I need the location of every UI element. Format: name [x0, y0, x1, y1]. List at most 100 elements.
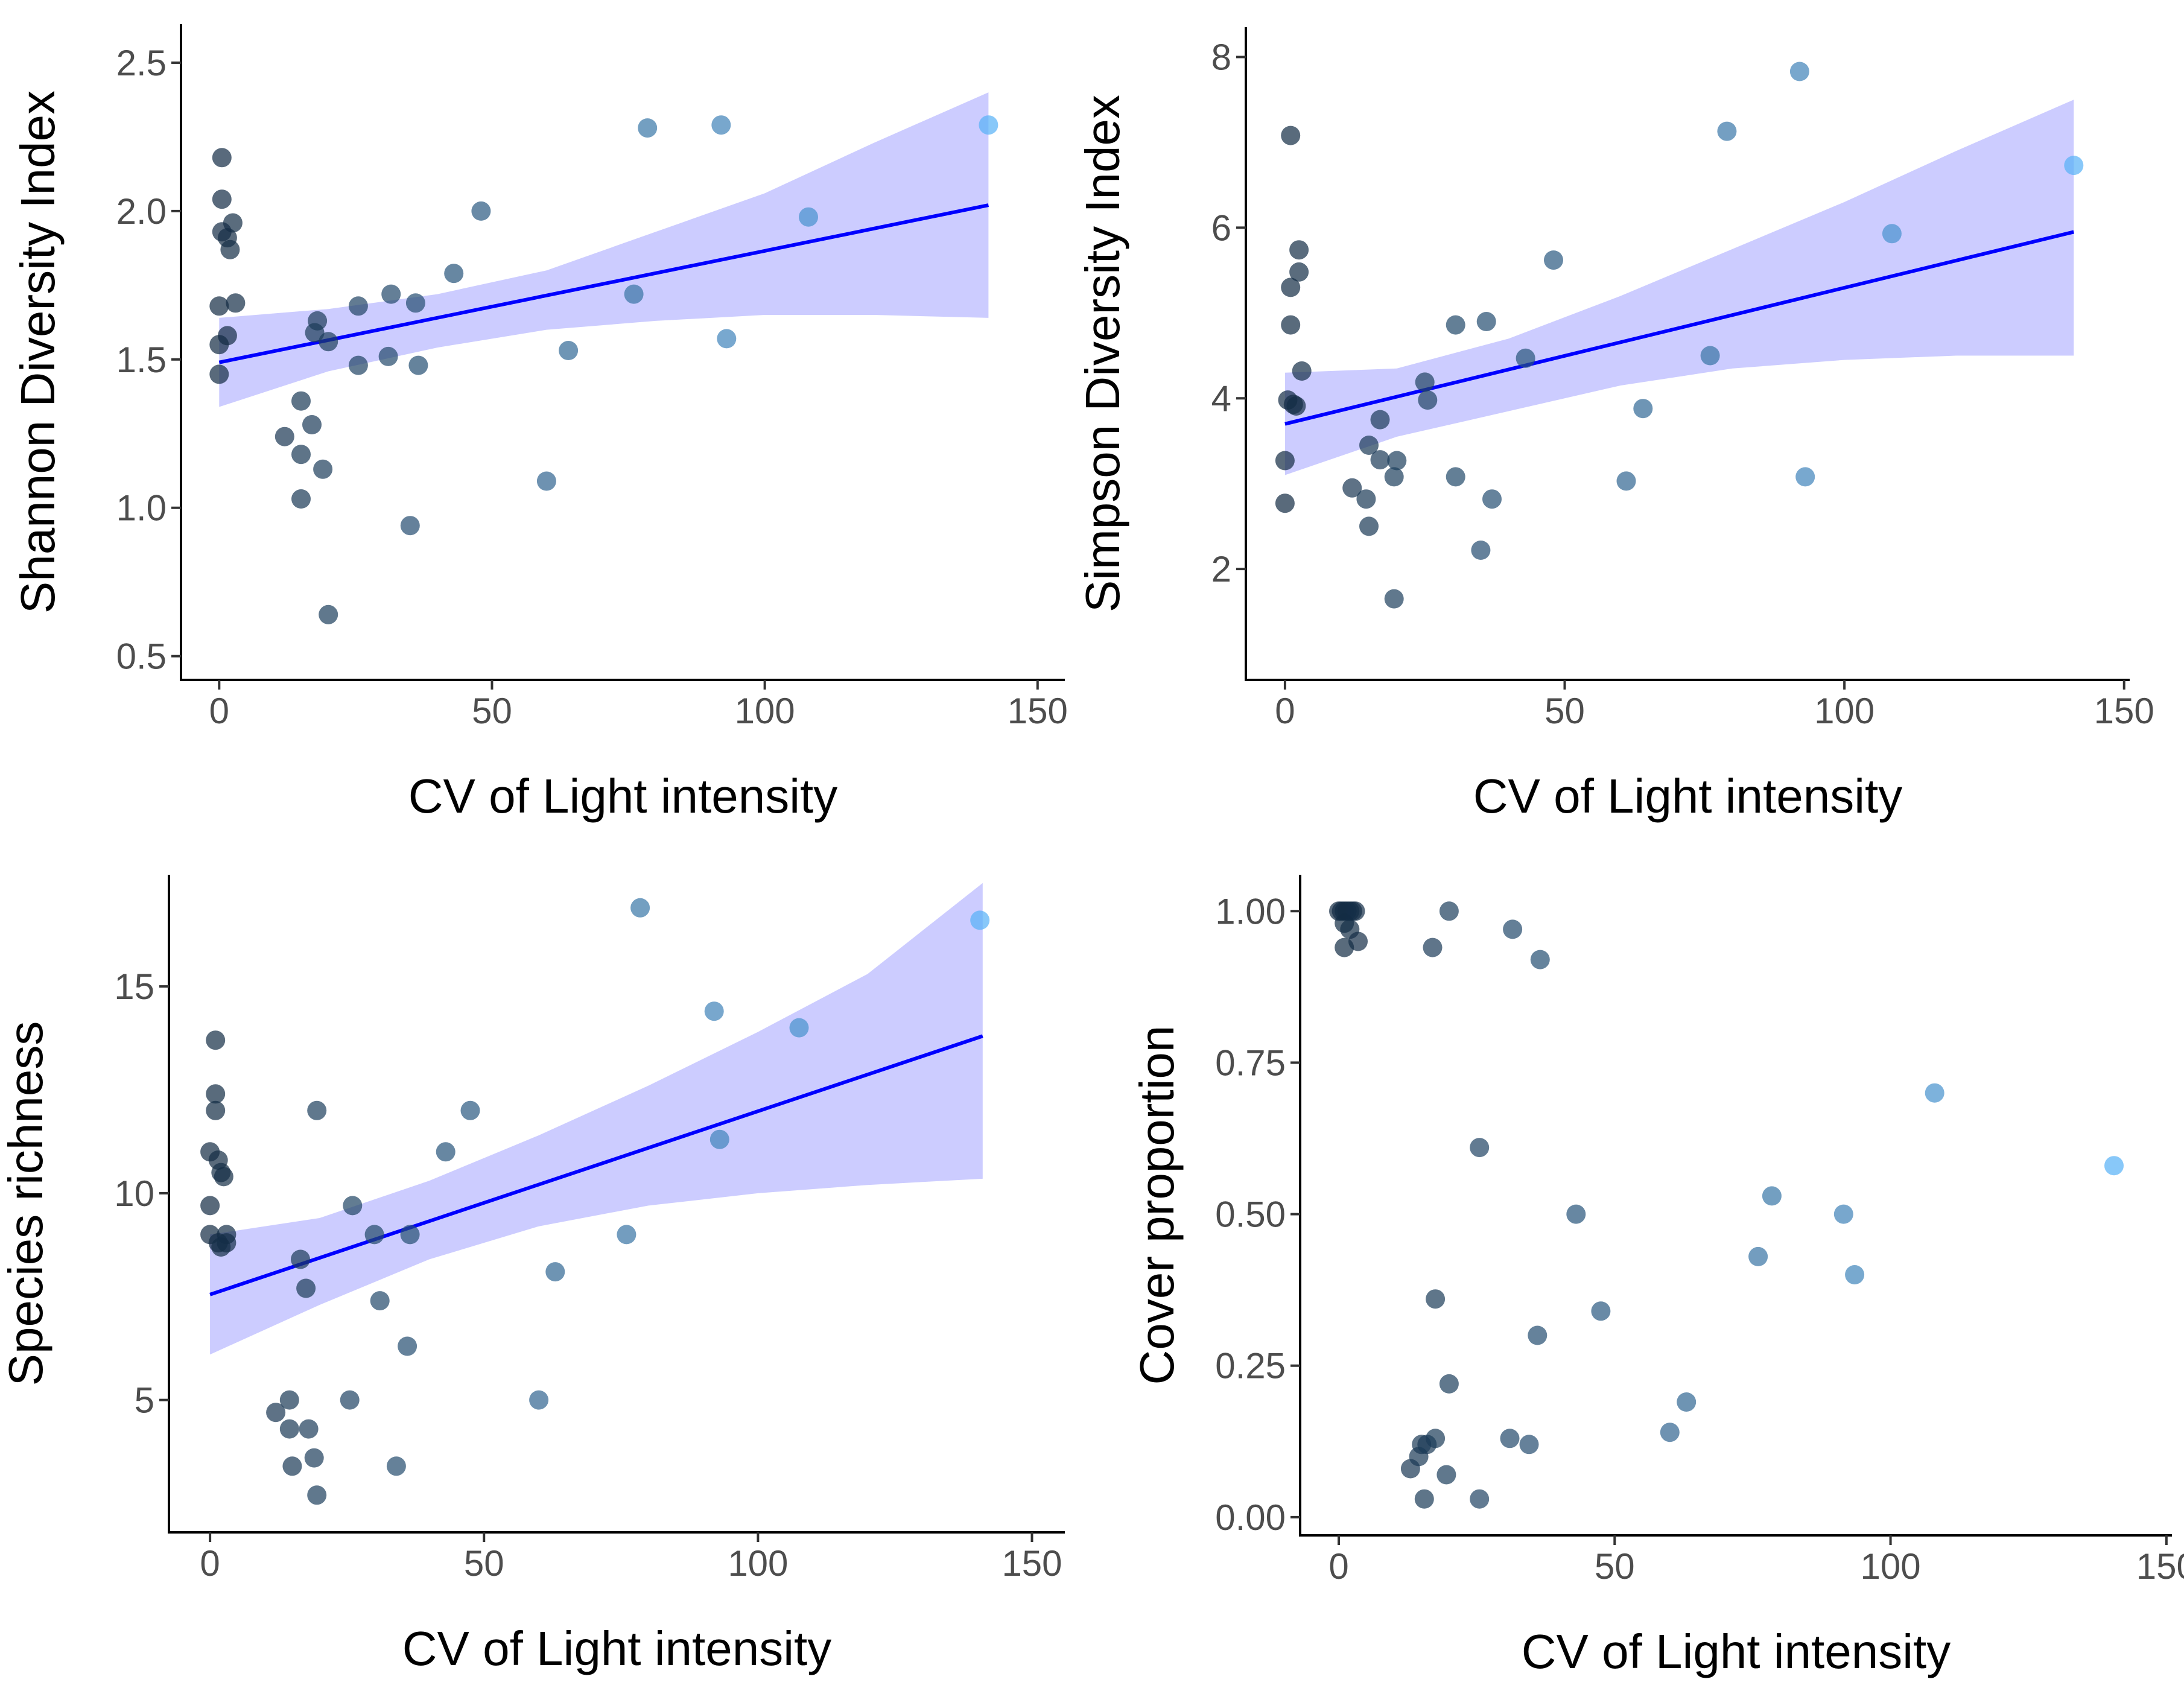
x-tick-label: 100: [1814, 691, 1874, 731]
data-point: [711, 115, 731, 135]
data-point: [275, 427, 294, 446]
data-point: [638, 118, 658, 138]
data-point: [1500, 1429, 1520, 1448]
y-tick-label: 4: [1211, 378, 1231, 419]
data-point: [1439, 1374, 1459, 1394]
data-point: [970, 910, 990, 930]
data-point: [206, 1084, 226, 1104]
data-point: [305, 323, 325, 343]
data-point: [1423, 938, 1443, 957]
data-point: [291, 1249, 310, 1269]
data-point: [1471, 541, 1491, 560]
x-tick-label: 0: [1328, 1546, 1348, 1587]
data-point: [1414, 1489, 1434, 1509]
x-axis-ticks: 0 50 100 150: [1328, 1535, 2184, 1587]
data-point: [212, 148, 232, 168]
x-axis-ticks: 0 50 100 150: [1275, 680, 2154, 731]
data-point: [1762, 1186, 1782, 1206]
y-axis-title: Shannon Diversity Index: [11, 90, 65, 614]
data-point: [1387, 451, 1407, 471]
data-point: [1470, 1489, 1490, 1509]
data-point: [1544, 250, 1563, 270]
data-point: [1289, 240, 1309, 260]
data-point: [400, 1225, 420, 1245]
data-point: [1426, 1289, 1446, 1309]
data-point: [536, 471, 556, 491]
data-point: [1359, 516, 1379, 536]
data-point: [307, 1100, 327, 1120]
data-point: [1342, 478, 1362, 498]
data-point: [408, 355, 428, 375]
data-point: [529, 1390, 549, 1410]
data-point: [1281, 315, 1301, 335]
data-point: [226, 293, 246, 313]
y-tick-label: 8: [1211, 37, 1231, 78]
x-tick-label: 100: [1861, 1546, 1921, 1587]
data-point: [348, 296, 368, 316]
data-point: [1925, 1083, 1944, 1103]
y-tick-label: 10: [114, 1173, 154, 1214]
data-point: [378, 346, 398, 366]
data-point: [400, 516, 420, 536]
y-tick-label: 5: [135, 1380, 154, 1421]
data-point: [313, 459, 333, 479]
data-point: [1436, 1465, 1456, 1485]
y-tick-label: 0.5: [116, 636, 167, 677]
data-point: [1281, 278, 1301, 297]
y-axis-ticks: 0.00 0.25 0.50 0.75 1.00: [1215, 891, 1300, 1538]
data-point: [1418, 390, 1438, 410]
data-point: [1289, 262, 1309, 282]
data-point: [386, 1456, 406, 1476]
data-point: [2064, 156, 2084, 176]
panel-richness: 0 50 100 150 5 10 15 CV of Light intensi…: [0, 875, 1065, 1675]
data-point: [1384, 467, 1404, 487]
y-axis-ticks: 2 4 6 8: [1211, 37, 1246, 589]
data-point: [1476, 312, 1496, 331]
data-point: [291, 391, 311, 411]
x-tick-label: 50: [464, 1543, 504, 1584]
data-point: [1660, 1423, 1680, 1442]
data-point: [1370, 450, 1390, 470]
scatter-points: [209, 115, 998, 624]
data-point: [266, 1403, 286, 1423]
data-point: [1516, 348, 1535, 368]
axes-frame: [168, 875, 1065, 1534]
y-tick-label: 0.25: [1215, 1346, 1286, 1386]
data-point: [979, 115, 998, 135]
confidence-band: [219, 92, 989, 407]
data-point: [1717, 121, 1737, 141]
panel-simpson: 0 50 100 150 2 4 6 8 CV of Light intensi…: [1076, 27, 2154, 823]
data-point: [217, 1233, 236, 1253]
data-point: [364, 1225, 384, 1245]
data-point: [1415, 372, 1435, 392]
data-point: [545, 1262, 565, 1282]
data-point: [299, 1419, 319, 1439]
x-tick-label: 150: [1002, 1543, 1062, 1584]
y-tick-label: 2.0: [116, 191, 167, 232]
panel-shannon: 0 50 100 150 0.5 1.0 1.5 2.0 2.5 CV of L…: [11, 24, 1068, 823]
data-point: [617, 1225, 636, 1245]
data-point: [1286, 396, 1306, 416]
data-point: [1833, 1204, 1853, 1224]
x-tick-label: 50: [1544, 691, 1585, 731]
data-point: [1616, 471, 1636, 491]
data-point: [1426, 1429, 1446, 1448]
data-point: [398, 1336, 417, 1356]
data-point: [460, 1100, 480, 1120]
x-axis-title: CV of Light intensity: [1473, 769, 1902, 823]
data-point: [282, 1456, 302, 1476]
axes-frame: [1245, 27, 2130, 681]
data-point: [279, 1419, 299, 1439]
scatter-points: [200, 898, 990, 1505]
data-point: [348, 355, 368, 375]
data-point: [471, 201, 491, 221]
data-point: [624, 284, 644, 304]
y-axis-title: Cover proportion: [1130, 1026, 1184, 1385]
data-point: [1795, 467, 1815, 487]
x-tick-label: 150: [2094, 691, 2154, 731]
data-point: [405, 293, 425, 313]
data-point: [302, 415, 322, 434]
data-point: [212, 189, 232, 209]
data-point: [1446, 467, 1465, 487]
